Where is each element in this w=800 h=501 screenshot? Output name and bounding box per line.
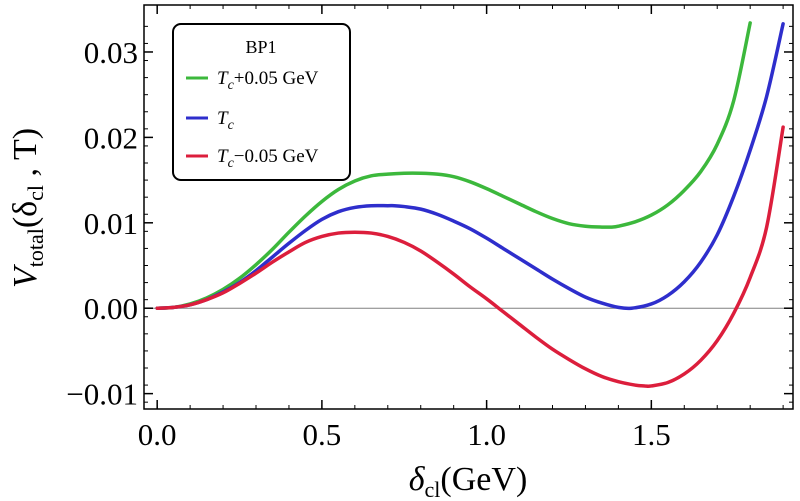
y-tick-label: 0.00 [84, 291, 138, 326]
legend-label-tc-minus: Tc−0.05 GeV [217, 146, 319, 171]
series-layer [155, 21, 785, 388]
tick-layer: 0.0 0.5 1.0 1.5 −0.01 0.00 0.01 0.02 0.03 [66, 5, 793, 452]
x-tick-label: 1.0 [467, 417, 506, 452]
y-tick-label: 0.01 [84, 206, 138, 241]
y-tick-label: 0.02 [84, 120, 138, 155]
legend-label-tc-plus: Tc+0.05 GeV [217, 68, 319, 93]
legend: BP1 Tc+0.05 GeV Tc Tc−0.05 GeV [172, 23, 351, 181]
legend-title: BP1 [245, 37, 276, 57]
series-tc-line [155, 22, 785, 311]
y-axis-label: Vtotal(δcl , T) [7, 128, 48, 288]
y-tick-label: 0.03 [84, 35, 138, 70]
x-tick-label: 1.5 [632, 417, 671, 452]
x-axis-label: δcl(GeV) [409, 461, 528, 501]
plot-frame [143, 4, 794, 410]
x-tick-label: 0.5 [303, 417, 342, 452]
legend-label-tc: Tc [217, 108, 235, 133]
series-tc-minus-line [155, 125, 785, 388]
legend-box [172, 23, 351, 181]
y-tick-label: −0.01 [66, 377, 138, 412]
series-tc-plus-line [155, 21, 752, 310]
x-tick-label: 0.0 [138, 417, 177, 452]
